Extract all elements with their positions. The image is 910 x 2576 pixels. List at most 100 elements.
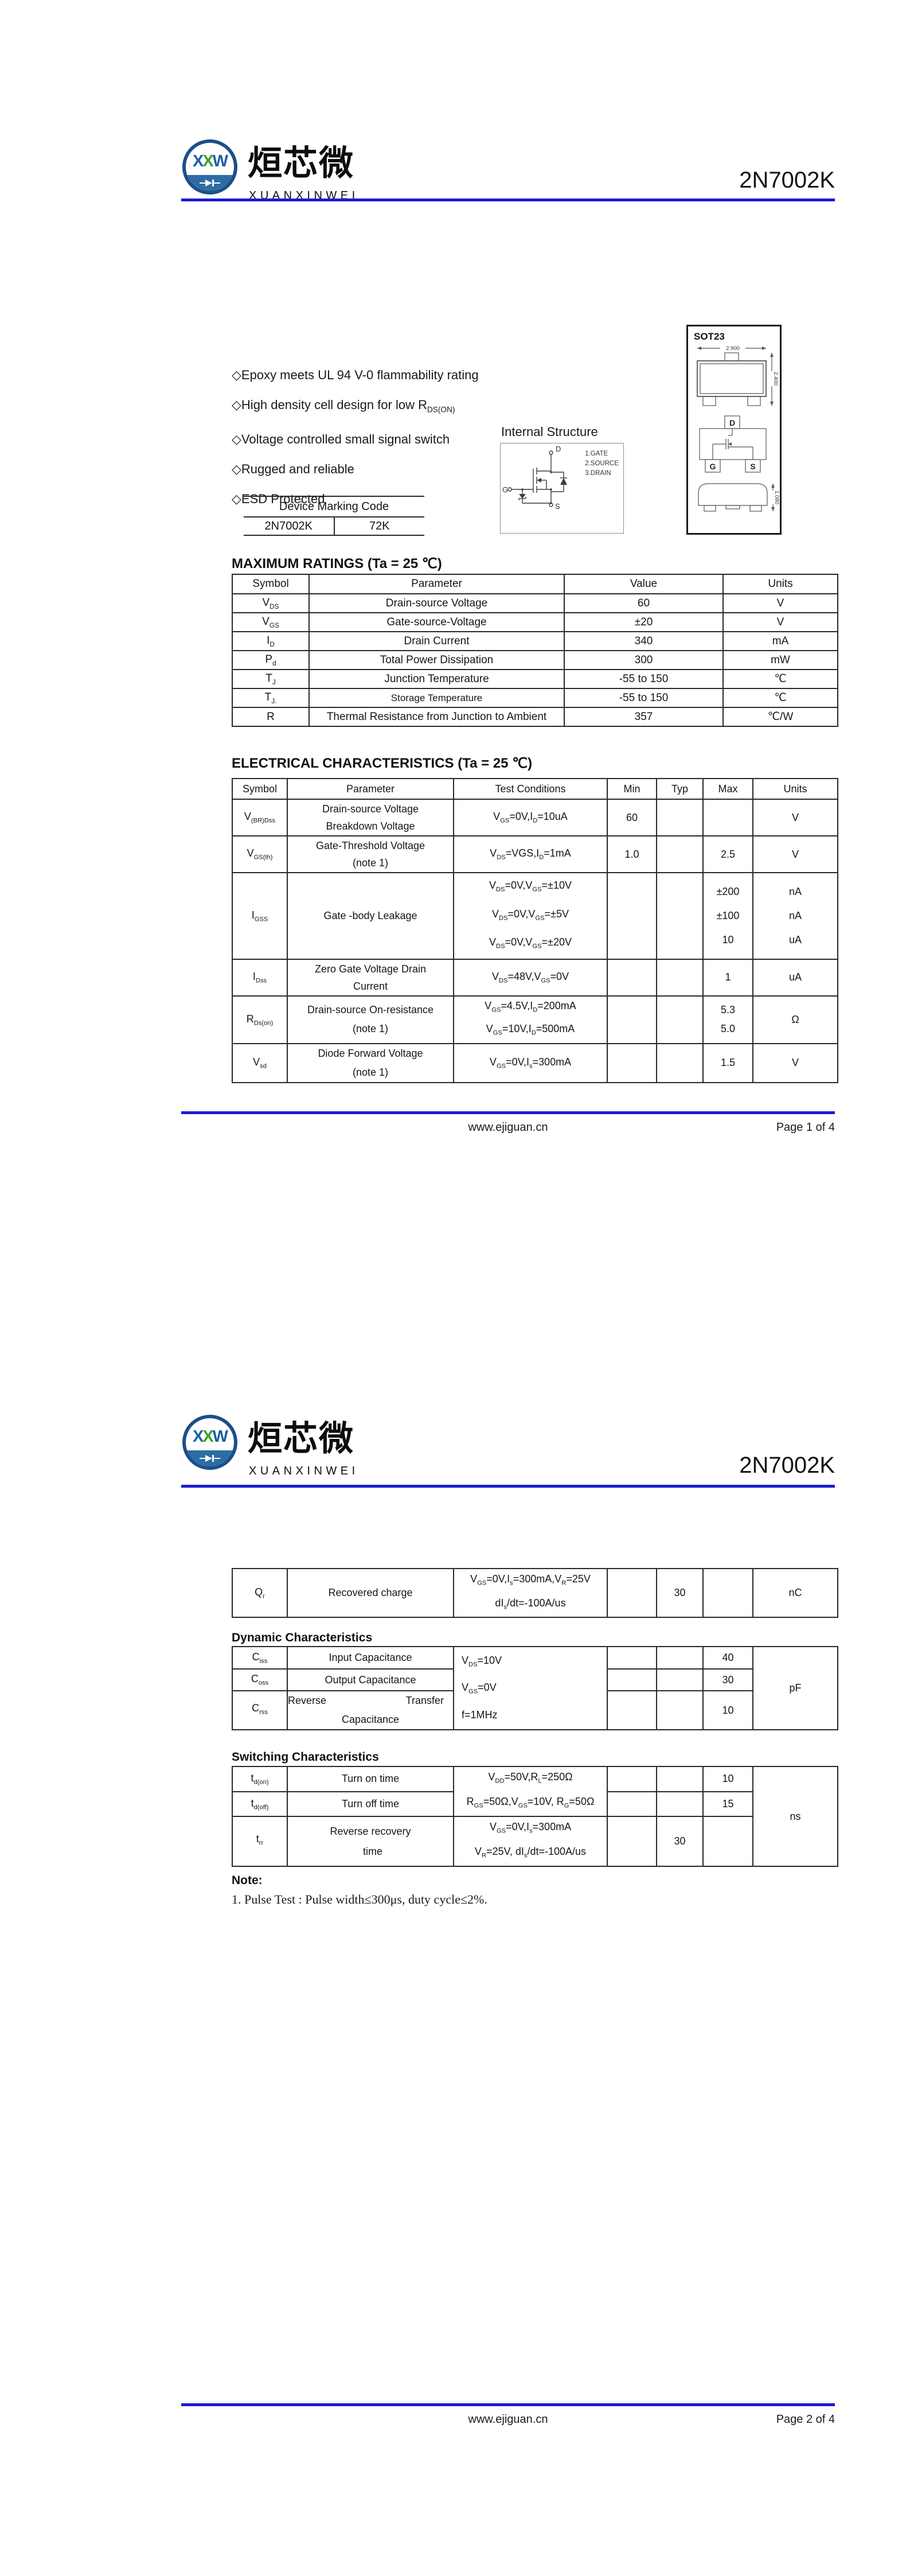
- cell-parameter: Reverse recovery time: [287, 1816, 454, 1867]
- cell-symbol: RDs(on): [232, 995, 288, 1044]
- maximum-ratings-title: MAXIMUM RATINGS (Ta = 25 ℃): [232, 556, 442, 571]
- cell-value: 340: [564, 631, 724, 651]
- cell-units: mA: [722, 631, 838, 651]
- cell-max: 40: [702, 1646, 753, 1670]
- dynamic-characteristics-table: Ciss Input Capacitance VDS=10V VGS=0V f=1M…: [232, 1646, 838, 1730]
- cell-parameter: Recovered charge: [287, 1567, 454, 1618]
- logo-chord: [186, 175, 234, 191]
- table-row: ID Drain Current 340 mA: [232, 631, 838, 651]
- cell-units: Ω: [752, 995, 838, 1044]
- cell-typ: [656, 1690, 704, 1730]
- col-header-units: Units: [722, 574, 838, 594]
- pin-legend-gate: 1.GATE: [585, 450, 608, 457]
- cell-min: 60: [607, 799, 657, 836]
- cell-units: V: [752, 835, 838, 873]
- cell-conditions: VGS=0V,ID=10uA: [453, 799, 608, 836]
- cell-typ: [656, 1646, 704, 1670]
- cell-parameter: Gate-source-Voltage: [308, 612, 565, 632]
- cell-symbol: Crss: [232, 1690, 288, 1730]
- cell-typ: [656, 835, 704, 873]
- cell-parameter: Turn on time: [287, 1766, 454, 1792]
- cell-max: [702, 799, 753, 836]
- cell-min: [607, 958, 657, 997]
- cell-symbol: R: [232, 707, 310, 727]
- cell-typ: [656, 1791, 704, 1818]
- cell-parameter: Gate -body Leakage: [287, 872, 454, 960]
- cell-min: [607, 1668, 657, 1691]
- cell-min: 1.0: [607, 835, 657, 873]
- pin-legend-drain: 3.DRAIN: [585, 470, 611, 477]
- pin-legend-source: 2.SOURCE: [585, 460, 619, 467]
- cell-parameter: Output Capacitance: [287, 1668, 454, 1691]
- cell-min: [607, 1042, 657, 1083]
- cell-min: [607, 1567, 657, 1618]
- table-row: V(BR)Dss Drain-source Voltage Breakdown V…: [232, 799, 838, 836]
- divider: [244, 535, 424, 536]
- cell-units: V: [722, 612, 838, 632]
- cell-conditions: VGS=0V,Is=300mA VR=25V, dIs/dt=-100A/us: [453, 1816, 608, 1867]
- cell-symbol: IGSS: [232, 872, 288, 960]
- cell-units: pF: [752, 1646, 838, 1730]
- marking-part: 2N7002K: [264, 520, 313, 532]
- cell-symbol: VGS(th): [232, 835, 288, 873]
- marking-row: 2N7002K 72K: [244, 517, 424, 535]
- svg-text:2.900: 2.900: [726, 345, 740, 352]
- table-row: RDs(on) Drain-source On-resistance (note …: [232, 995, 838, 1044]
- logo-xxw-text: XXW: [192, 1427, 228, 1446]
- header-rule: [181, 1485, 835, 1488]
- footer-rule: [181, 1111, 835, 1114]
- svg-text:2.400: 2.400: [772, 372, 779, 386]
- cell-parameter: Turn off time: [287, 1791, 454, 1818]
- package-drawing-box: SOT23: [686, 325, 782, 535]
- maximum-ratings-table: Symbol Parameter Value Units VDS Drain-s…: [232, 574, 838, 727]
- col-header-parameter: Parameter: [287, 778, 454, 800]
- cell-parameter: Drain-source On-resistance (note 1): [287, 995, 454, 1044]
- cell-symbol: Pd: [232, 650, 310, 670]
- cell-symbol: Vsd: [232, 1042, 288, 1083]
- cell-max: 10: [702, 1766, 753, 1792]
- cell-parameter: Total Power Dissipation: [308, 650, 565, 670]
- cell-parameter: Thermal Resistance from Junction to Ambi…: [308, 707, 565, 727]
- cell-symbol: ID: [232, 631, 310, 651]
- col-header-min: Min: [607, 778, 657, 800]
- header-rule: [181, 199, 835, 201]
- cell-symbol: TJ.: [232, 688, 310, 708]
- cell-max: [702, 1567, 753, 1618]
- cell-typ: [656, 995, 704, 1044]
- cell-typ: [656, 799, 704, 836]
- cell-symbol: Coss: [232, 1668, 288, 1691]
- cell-max: [702, 1816, 753, 1867]
- col-header-value: Value: [564, 574, 724, 594]
- cell-min: [607, 995, 657, 1044]
- cell-units: uA: [752, 958, 838, 997]
- cell-symbol: TJ: [232, 669, 310, 689]
- svg-text:S: S: [555, 502, 560, 511]
- cell-typ: [656, 1766, 704, 1792]
- cell-conditions: VGS=0V,Is=300mA: [453, 1042, 608, 1083]
- marking-code: 72K: [333, 517, 425, 535]
- col-header-units: Units: [752, 778, 838, 800]
- mosfet-schematic-icon: D G S: [502, 445, 567, 511]
- col-header-parameter: Parameter: [308, 574, 565, 594]
- cell-parameter: Drain Current: [308, 631, 565, 651]
- cell-typ: 30: [656, 1567, 704, 1618]
- cell-symbol: VDS: [232, 593, 310, 613]
- cell-value: -55 to 150: [564, 669, 724, 689]
- footer-page-number: Page 1 of 4: [776, 1121, 835, 1134]
- svg-text:D: D: [556, 445, 561, 453]
- cell-min: [607, 1766, 657, 1792]
- pin-legend: 1.GATE 2.SOURCE 3.DRAIN: [585, 449, 619, 478]
- note-title: Note:: [232, 1874, 263, 1887]
- cell-max: 1.5: [702, 1042, 753, 1083]
- cell-parameter: Drain-source Voltage: [308, 593, 565, 613]
- col-header-symbol: Symbol: [232, 574, 310, 594]
- internal-structure-label: Internal Structure: [501, 425, 598, 439]
- brand-name-cn: 烜芯微: [248, 1419, 354, 1458]
- logo-xxw-text: XXW: [192, 152, 228, 170]
- sot23-outline-icon: 2.900 2.400 1.080 D G S: [697, 345, 780, 512]
- table-row: Qr Recovered charge VGS=0V,Is=300mA,VR=2…: [232, 1567, 838, 1618]
- cell-symbol: V(BR)Dss: [232, 799, 288, 836]
- col-header-typ: Typ: [656, 778, 704, 800]
- footer-website: www.ejiguan.cn: [468, 2413, 548, 2426]
- cell-conditions: VDS=48V,VGS=0V: [453, 958, 608, 997]
